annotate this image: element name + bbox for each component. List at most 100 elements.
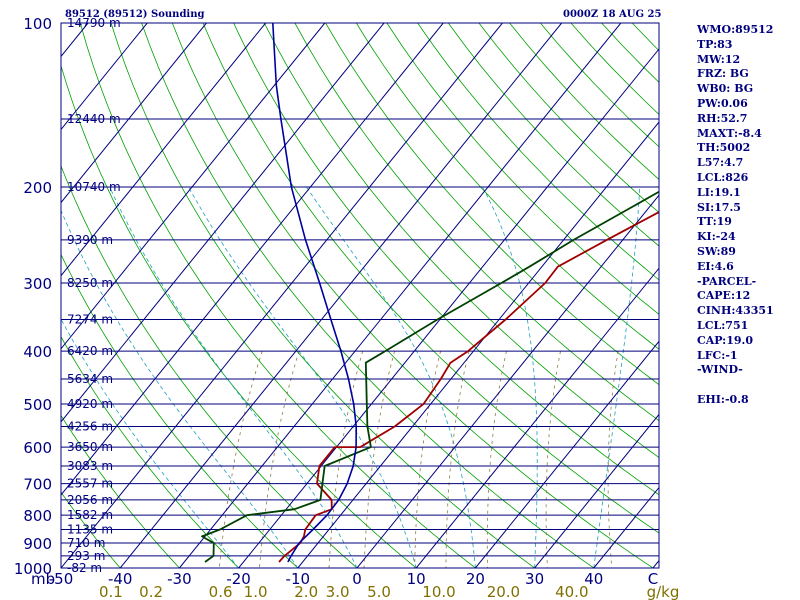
isotherm xyxy=(534,413,659,568)
pressure-tick-label: 600 xyxy=(23,439,52,457)
height-label: 4256 m xyxy=(67,420,113,434)
station-title: 89512 (89512) Sounding xyxy=(65,9,205,20)
parcel-profile xyxy=(272,23,358,563)
temperature-tick-label: 20 xyxy=(466,570,485,588)
index-tt: TT:19 xyxy=(697,215,732,229)
height-label: 14790 m xyxy=(67,16,121,30)
isotherm xyxy=(61,23,503,568)
mixing-ratio-tick-label: 1.0 xyxy=(244,583,268,600)
mixing-ratio-line xyxy=(673,351,680,568)
index-lfc: LFC:-1 xyxy=(697,348,738,362)
height-label: 6420 m xyxy=(67,344,113,358)
temperature-profile xyxy=(278,211,659,563)
temperature-tick-label: -20 xyxy=(226,570,251,588)
y-tick-labels: 100 200 300 400 500 600 700 800 900 1000 xyxy=(14,15,52,578)
index-lcl: LCL:826 xyxy=(697,170,749,184)
isotherm xyxy=(61,23,385,423)
background-lines xyxy=(61,23,680,568)
mixing-ratio-tick-labels: 0.1 0.2 0.6 1.0 2.0 3.0 5.0 10.0 20.0 40.0 g/kg xyxy=(99,583,679,600)
height-label: 1582 m xyxy=(67,508,113,522)
mixing-ratio-tick-label: g/kg xyxy=(647,583,680,600)
index-wmo: WMO:89512 xyxy=(697,23,774,36)
pressure-tick-label: 1000 xyxy=(14,560,52,578)
moist-adiabat xyxy=(306,186,476,568)
index-cap: CAP:19.0 xyxy=(697,333,754,347)
index-ei: EI:4.6 xyxy=(697,259,734,273)
pressure-tick-label: 700 xyxy=(23,476,52,494)
temperature-tick-label: -50 xyxy=(49,570,74,588)
temperature-tick-label: C xyxy=(648,570,658,588)
pressure-tick-label: 400 xyxy=(23,343,52,361)
temperature-tick-label: 0 xyxy=(352,570,362,588)
index-rh: RH:52.7 xyxy=(697,111,748,125)
pressure-tick-label: 300 xyxy=(23,275,52,293)
index-si: SI:17.5 xyxy=(697,200,741,214)
spacer xyxy=(697,378,800,393)
x-tick-labels: -50 -40 -30 -20 -10 0 10 20 30 40 C xyxy=(49,570,658,588)
mixing-ratio-line xyxy=(218,350,263,568)
temperature-tick-label: -10 xyxy=(286,570,311,588)
index-tp: TP:83 xyxy=(697,37,733,51)
isotherm xyxy=(238,48,659,568)
mixing-ratio-tick-label: 20.0 xyxy=(487,583,520,600)
height-label: 9390 m xyxy=(67,233,113,247)
sounding-time: 0000Z 18 AUG 25 xyxy=(563,9,662,20)
indices-panel: WMO:89512 TP:83 MW:12 FRZ: BG WB0: BG PW… xyxy=(697,23,800,408)
isotherm xyxy=(179,23,622,568)
index-ki: KI:-24 xyxy=(697,230,736,244)
index-pw: PW:0.06 xyxy=(697,96,748,110)
parcel-heading: -PARCEL- xyxy=(697,274,757,288)
temperature-tick-label: 30 xyxy=(525,570,544,588)
height-label: 293 m xyxy=(67,549,105,563)
plot-frame xyxy=(60,22,660,569)
index-ehi: EHI:-0.8 xyxy=(697,392,749,406)
isotherm xyxy=(297,121,659,568)
temperature-tick-label: 40 xyxy=(584,570,603,588)
mixing-ratio-tick-label: 0.6 xyxy=(209,583,233,600)
height-label: 1135 m xyxy=(67,523,113,537)
y-unit-label: mb xyxy=(31,570,55,588)
isotherm xyxy=(475,340,659,568)
mixing-ratio-tick-label: 10.0 xyxy=(422,583,455,600)
height-label: 2056 m xyxy=(67,493,113,507)
height-label: 3083 m xyxy=(67,459,113,473)
index-sw: SW:89 xyxy=(697,244,736,258)
isotherm xyxy=(356,194,659,568)
index-frz: FRZ: BG xyxy=(697,67,749,81)
height-label: 4920 m xyxy=(67,397,113,411)
moist-adiabat xyxy=(188,186,417,568)
mixing-ratio-line xyxy=(445,351,470,568)
height-label: 5634 m xyxy=(67,372,113,386)
mixing-ratio-tick-label: 0.2 xyxy=(139,583,163,600)
height-label: 2557 m xyxy=(67,477,113,491)
height-label: 10740 m xyxy=(67,180,121,194)
mixing-ratio-tick-label: 2.0 xyxy=(294,583,318,600)
mixing-ratio-tick-label: 3.0 xyxy=(326,583,350,600)
moist-adiabat xyxy=(482,186,538,568)
mixing-ratio-tick-label: 5.0 xyxy=(367,583,391,600)
height-label: -82 m xyxy=(67,561,102,575)
pressure-tick-label: 900 xyxy=(23,535,52,553)
pressure-tick-label: 800 xyxy=(23,507,52,525)
dry-adiabat xyxy=(233,23,659,496)
index-wb0: WB0: BG xyxy=(697,82,754,96)
index-cape: CAPE:12 xyxy=(697,289,751,303)
isotherm xyxy=(61,23,207,204)
height-label: 12440 m xyxy=(67,112,121,126)
index-parcel-lcl: LCL:751 xyxy=(697,318,749,332)
temperature-tick-label: -40 xyxy=(108,570,133,588)
profiles xyxy=(201,23,659,563)
mixing-ratio-line xyxy=(328,350,364,568)
index-li: LI:19.1 xyxy=(697,185,741,199)
index-th: TH:5002 xyxy=(697,141,751,155)
mixing-ratio-tick-label: 40.0 xyxy=(555,583,588,600)
index-maxt: MAXT:-8.4 xyxy=(697,126,762,140)
isotherm xyxy=(61,23,267,277)
pressure-tick-label: 500 xyxy=(23,396,52,414)
mixing-ratio-tick-label: 0.1 xyxy=(99,583,123,600)
isotherm xyxy=(61,23,444,496)
mixing-ratio-line xyxy=(363,350,395,568)
temperature-tick-label: -30 xyxy=(167,570,192,588)
isotherm xyxy=(61,23,326,350)
